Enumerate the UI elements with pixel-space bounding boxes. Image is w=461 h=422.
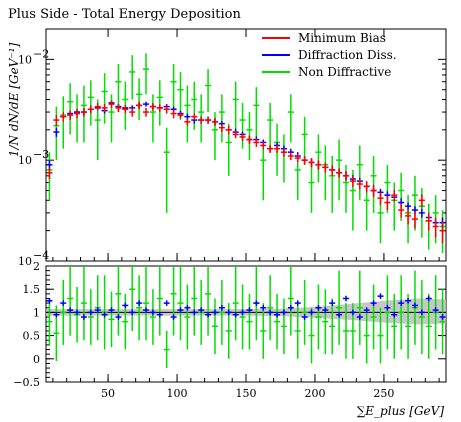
xtick-label: 200: [304, 387, 325, 400]
xtick-label: 250: [373, 387, 394, 400]
main-ytick-exponent: −2: [33, 47, 49, 60]
x-ticks: 50 100 150 200 250: [52, 29, 440, 400]
series-non-diffractive: [46, 53, 446, 254]
ratio-ytick-label: 0.5: [23, 330, 41, 343]
main-plot-frame: [45, 28, 447, 262]
main-series: [46, 53, 446, 254]
ratio-ytick-label: 0: [33, 353, 40, 366]
chart-title: Plus Side - Total Energy Deposition: [8, 7, 241, 22]
ratio-plot-frame: [45, 265, 447, 383]
series-minimum-bias: [46, 100, 446, 244]
ratio-uncertainty-band: [46, 298, 446, 325]
legend-label: Minimum Bias: [298, 31, 386, 45]
xtick-label: 50: [101, 387, 115, 400]
xtick-label: 100: [167, 387, 188, 400]
main-ytick-label: 10: [18, 53, 32, 66]
xtick-label: 150: [236, 387, 257, 400]
y-axis-label-text: 1/N dN/dE [GeV⁻¹]: [7, 43, 21, 158]
series-non-diffractive: [46, 266, 446, 369]
main-ytick-label: 10: [18, 255, 32, 268]
series-diffraction-diss-: [46, 100, 446, 229]
legend-label: Diffraction Diss.: [298, 48, 397, 62]
ratio-series: [46, 266, 446, 369]
ratio-ytick-label: 1: [33, 306, 40, 319]
x-axis-label: ∑E_plus [GeV]: [357, 404, 445, 418]
ratio-ytick-label: −0.5: [13, 376, 40, 389]
ratio-ytick-label: 2: [33, 260, 40, 273]
ratio-ytick-label: 1.5: [23, 283, 41, 296]
main-ytick-exponent: −3: [33, 148, 49, 161]
main-ytick-label: 10: [18, 154, 32, 167]
y-axis-label: 1/N dN/dE [GeV⁻¹]: [7, 43, 21, 158]
legend: Minimum Bias Diffraction Diss. Non Diffrac…: [262, 31, 397, 79]
main-ytick-exponent: −4: [33, 249, 49, 262]
series-diffraction-diss-: [46, 293, 446, 320]
legend-label: Non Diffractive: [298, 65, 391, 79]
